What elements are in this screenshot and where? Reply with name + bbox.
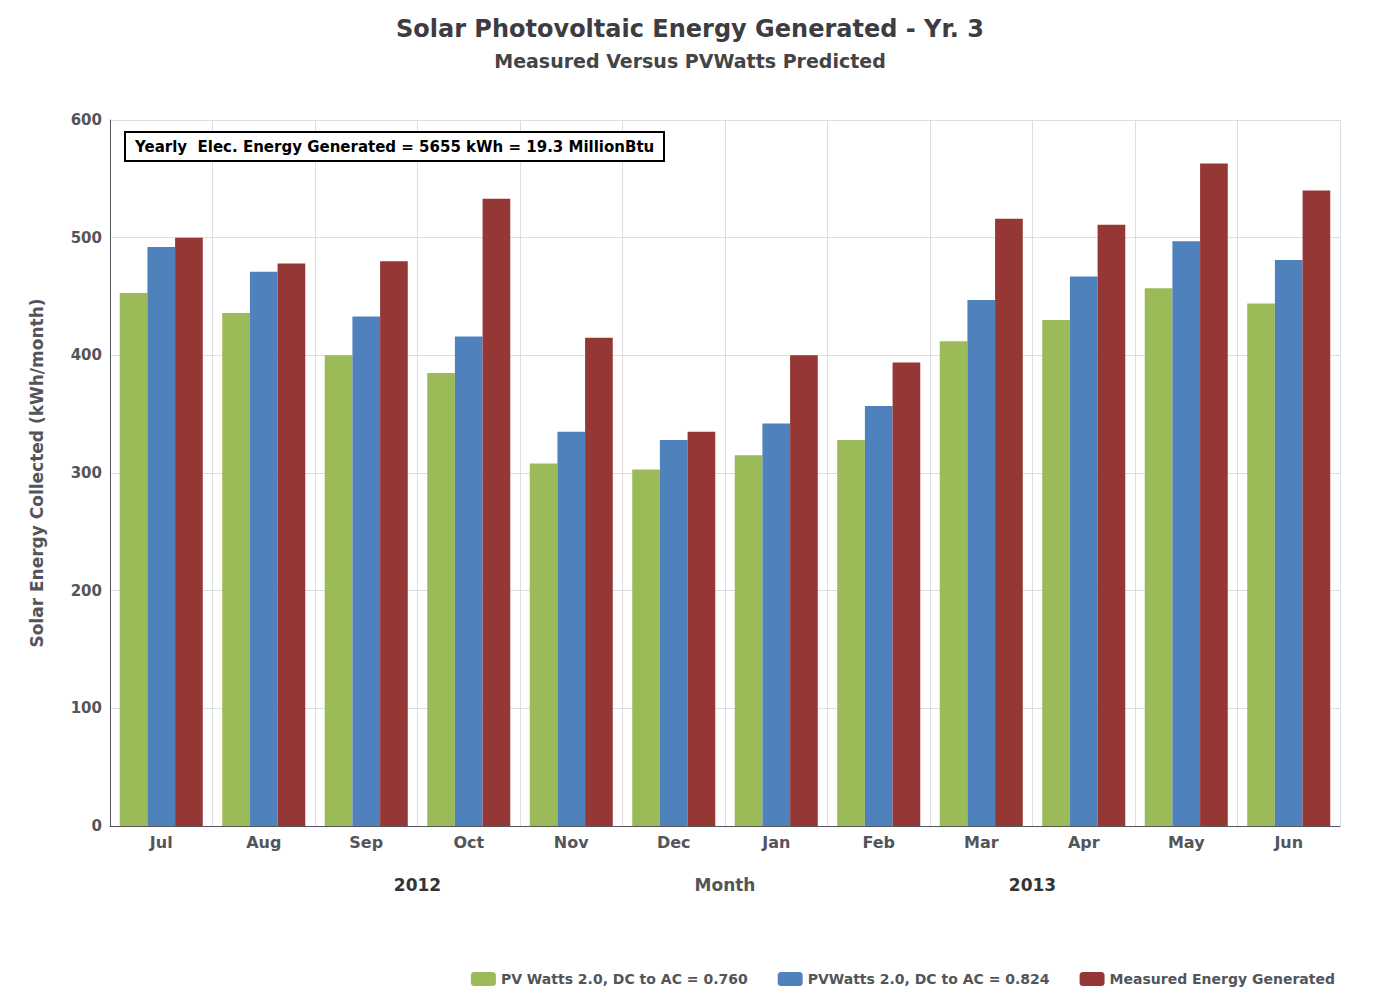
svg-text:May: May bbox=[1168, 833, 1205, 852]
svg-text:600: 600 bbox=[71, 111, 102, 129]
svg-text:200: 200 bbox=[71, 582, 102, 600]
svg-text:PV Watts 2.0, DC to AC = 0.760: PV Watts 2.0, DC to AC = 0.760 bbox=[501, 971, 748, 987]
svg-text:Mar: Mar bbox=[964, 833, 999, 852]
svg-text:PVWatts 2.0, DC to AC = 0.824: PVWatts 2.0, DC to AC = 0.824 bbox=[808, 971, 1050, 987]
svg-text:2013: 2013 bbox=[1009, 875, 1056, 895]
svg-text:300: 300 bbox=[71, 464, 102, 482]
svg-text:Solar Photovoltaic Energy Gene: Solar Photovoltaic Energy Generated - Yr… bbox=[396, 15, 984, 43]
svg-text:500: 500 bbox=[71, 229, 102, 247]
svg-text:2012: 2012 bbox=[394, 875, 441, 895]
svg-text:Jul: Jul bbox=[149, 833, 173, 852]
svg-text:Dec: Dec bbox=[657, 833, 691, 852]
svg-text:Apr: Apr bbox=[1068, 833, 1100, 852]
svg-text:0: 0 bbox=[92, 817, 102, 835]
svg-text:Measured Energy Generated: Measured Energy Generated bbox=[1110, 971, 1335, 987]
svg-text:Jan: Jan bbox=[761, 833, 790, 852]
svg-text:Sep: Sep bbox=[349, 833, 383, 852]
svg-text:Feb: Feb bbox=[862, 833, 895, 852]
svg-text:Solar Energy Collected (kWh/mo: Solar Energy Collected (kWh/month) bbox=[27, 298, 47, 647]
svg-text:100: 100 bbox=[71, 699, 102, 717]
svg-text:Nov: Nov bbox=[554, 833, 589, 852]
svg-text:Month: Month bbox=[695, 875, 756, 895]
svg-text:Yearly Elec. Energy Generated: Yearly Elec. Energy Generated = 5655 kWh… bbox=[134, 138, 654, 156]
svg-text:Jun: Jun bbox=[1273, 833, 1303, 852]
svg-text:Aug: Aug bbox=[246, 833, 281, 852]
svg-text:400: 400 bbox=[71, 346, 102, 364]
svg-text:Measured Versus PVWatts Predic: Measured Versus PVWatts Predicted bbox=[494, 50, 886, 72]
svg-text:Oct: Oct bbox=[453, 833, 484, 852]
